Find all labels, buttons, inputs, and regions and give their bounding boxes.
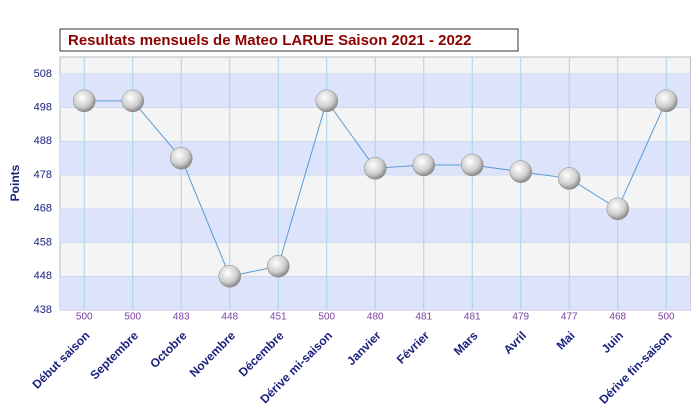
data-label: 500 xyxy=(658,312,675,323)
title-box xyxy=(59,28,519,52)
data-point xyxy=(218,265,241,288)
data-point xyxy=(364,157,387,180)
data-point xyxy=(170,146,193,170)
x-tick-label: Juin xyxy=(599,328,626,355)
data-point xyxy=(315,89,338,113)
data-label: 479 xyxy=(512,312,529,323)
data-label: 481 xyxy=(415,312,432,323)
data-point xyxy=(461,153,484,177)
data-point xyxy=(509,160,532,183)
data-label: 477 xyxy=(561,312,578,323)
x-tick-label: Septembre xyxy=(87,328,141,382)
data-point xyxy=(655,89,678,113)
y-tick-label: 468 xyxy=(34,203,52,215)
data-label: 483 xyxy=(173,312,190,323)
data-point xyxy=(121,89,144,113)
y-tick-label: 448 xyxy=(34,270,52,282)
data-label: 480 xyxy=(367,312,384,323)
data-point xyxy=(558,167,581,190)
y-tick-label: 508 xyxy=(34,68,52,80)
x-tick-label: Décembre xyxy=(236,328,287,379)
x-tick-label: Janvier xyxy=(344,328,384,368)
data-label: 500 xyxy=(124,312,141,323)
y-tick-label: 458 xyxy=(34,236,52,248)
data-label: 468 xyxy=(609,312,626,323)
x-tick-label: Début saison xyxy=(29,328,92,391)
y-axis-label: Points xyxy=(8,164,22,201)
x-tick-label: Mars xyxy=(451,328,481,358)
data-label: 481 xyxy=(464,312,481,323)
data-label: 500 xyxy=(76,312,93,323)
data-point xyxy=(412,153,435,177)
y-tick-label: 478 xyxy=(34,169,52,181)
data-label: 451 xyxy=(270,312,287,323)
y-tick-label: 438 xyxy=(34,304,52,316)
chart-title: Resultats mensuels de Mateo LARUE Saison… xyxy=(68,32,471,49)
x-tick-label: Novembre xyxy=(187,328,239,380)
x-tick-label: Avril xyxy=(501,328,529,356)
x-tick-label: Février xyxy=(394,328,432,366)
y-tick-label: 488 xyxy=(34,135,52,147)
x-tick-label: Octobre xyxy=(147,328,190,371)
y-tick-label: 498 xyxy=(34,102,52,114)
x-tick-label: Mai xyxy=(554,328,578,352)
data-point xyxy=(73,89,96,113)
data-point xyxy=(606,197,629,221)
data-label: 448 xyxy=(221,312,238,323)
data-point xyxy=(267,254,290,278)
data-label: 500 xyxy=(318,312,335,323)
